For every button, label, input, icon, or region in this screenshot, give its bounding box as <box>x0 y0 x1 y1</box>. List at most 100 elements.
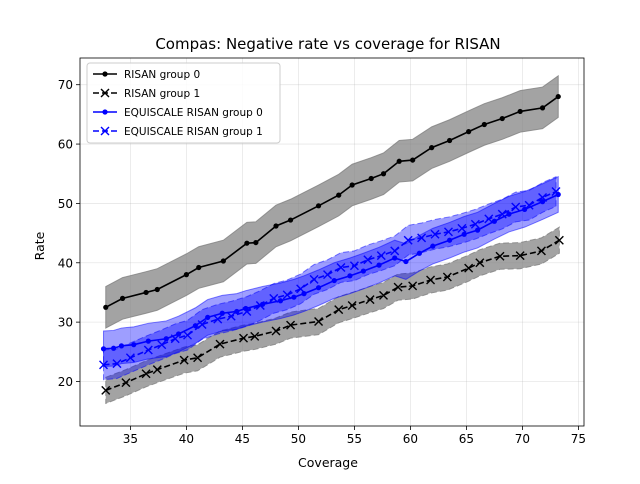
data-point <box>99 360 109 370</box>
y-tick-label: 60 <box>58 138 73 152</box>
data-point <box>392 255 398 261</box>
data-point <box>119 295 126 301</box>
data-point <box>538 192 548 202</box>
data-point <box>360 268 366 274</box>
x-tick-label: 40 <box>179 432 194 446</box>
data-point <box>517 108 523 115</box>
data-point <box>524 200 534 210</box>
data-point <box>255 301 265 311</box>
data-point <box>103 304 109 310</box>
data-point <box>390 246 400 256</box>
data-point <box>152 365 162 375</box>
data-point <box>220 258 226 264</box>
data-point <box>470 219 480 229</box>
data-point <box>163 336 169 342</box>
data-point <box>183 330 193 340</box>
data-point <box>196 264 202 271</box>
data-point <box>499 115 505 122</box>
data-point <box>143 345 153 355</box>
data-point <box>536 246 546 256</box>
legend-entry: EQUISCALE RISAN group 0 <box>93 107 263 119</box>
data-point <box>213 314 223 324</box>
y-tick-label: 20 <box>58 375 73 389</box>
legend-label: RISAN group 1 <box>124 88 200 100</box>
legend-label: EQUISCALE RISAN group 1 <box>124 126 263 138</box>
confidence-band-0 <box>105 74 559 329</box>
x-axis-ticks: 35 40 45 50 55 60 65 70 75 <box>123 426 586 446</box>
data-point <box>417 233 427 243</box>
data-point <box>393 282 403 292</box>
data-point <box>215 339 225 349</box>
data-point <box>269 293 279 303</box>
data-point <box>197 320 207 329</box>
data-point <box>376 262 382 268</box>
data-point <box>323 270 333 280</box>
data-point <box>464 263 474 273</box>
y-axis-label: Rate <box>32 231 47 260</box>
series-line-3 <box>103 190 557 366</box>
legend-box <box>86 62 281 144</box>
plot-frame <box>79 57 585 427</box>
data-point <box>429 145 435 151</box>
data-point <box>376 251 386 261</box>
data-point <box>379 290 389 300</box>
data-point <box>314 317 324 327</box>
data-point <box>430 229 440 239</box>
data-point <box>131 342 137 348</box>
data-point <box>145 338 151 344</box>
data-point <box>277 298 284 304</box>
data-point <box>273 223 279 229</box>
data-point <box>334 305 344 315</box>
y-tick-label: 50 <box>58 197 73 211</box>
data-point <box>347 273 353 279</box>
data-point <box>287 217 294 223</box>
legend-label: RISAN group 0 <box>124 69 200 81</box>
data-point <box>331 277 337 284</box>
data-point <box>368 175 374 182</box>
data-point <box>112 359 122 369</box>
data-point <box>484 214 494 224</box>
data-point <box>244 240 250 246</box>
data-point <box>475 258 485 268</box>
data-point <box>396 158 402 164</box>
data-point <box>193 353 203 363</box>
data-point <box>315 285 322 291</box>
data-point <box>291 294 297 300</box>
data-point <box>410 157 416 163</box>
data-point <box>466 129 472 135</box>
x-tick-label: 60 <box>403 432 418 446</box>
data-point <box>121 378 131 388</box>
data-point <box>179 355 189 365</box>
data-point <box>336 263 346 273</box>
x-tick-label: 65 <box>459 432 474 446</box>
data-point <box>447 237 453 243</box>
x-tick-label: 55 <box>347 432 362 446</box>
data-point <box>539 199 546 205</box>
data-point <box>363 255 373 265</box>
data-point <box>430 243 436 249</box>
data-point <box>416 250 422 256</box>
data-point <box>125 353 135 363</box>
data-point <box>170 334 180 344</box>
data-point <box>286 320 296 330</box>
legend-label: EQUISCALE RISAN group 0 <box>124 107 263 119</box>
legend-entry: RISAN group 1 <box>93 88 200 100</box>
legend-entry: RISAN group 0 <box>93 69 200 81</box>
x-tick-label: 50 <box>291 432 306 446</box>
data-point <box>554 235 564 245</box>
data-point <box>497 209 507 219</box>
confidence-band-3 <box>103 175 557 381</box>
data-point <box>239 333 249 343</box>
data-point <box>511 202 521 212</box>
data-point <box>154 286 160 293</box>
data-point <box>551 187 561 197</box>
data-point <box>301 291 307 297</box>
data-point <box>192 323 198 329</box>
data-point <box>349 261 359 271</box>
data-point <box>443 227 453 237</box>
data-point <box>141 369 151 379</box>
data-point <box>555 93 561 100</box>
data-point <box>442 272 452 282</box>
